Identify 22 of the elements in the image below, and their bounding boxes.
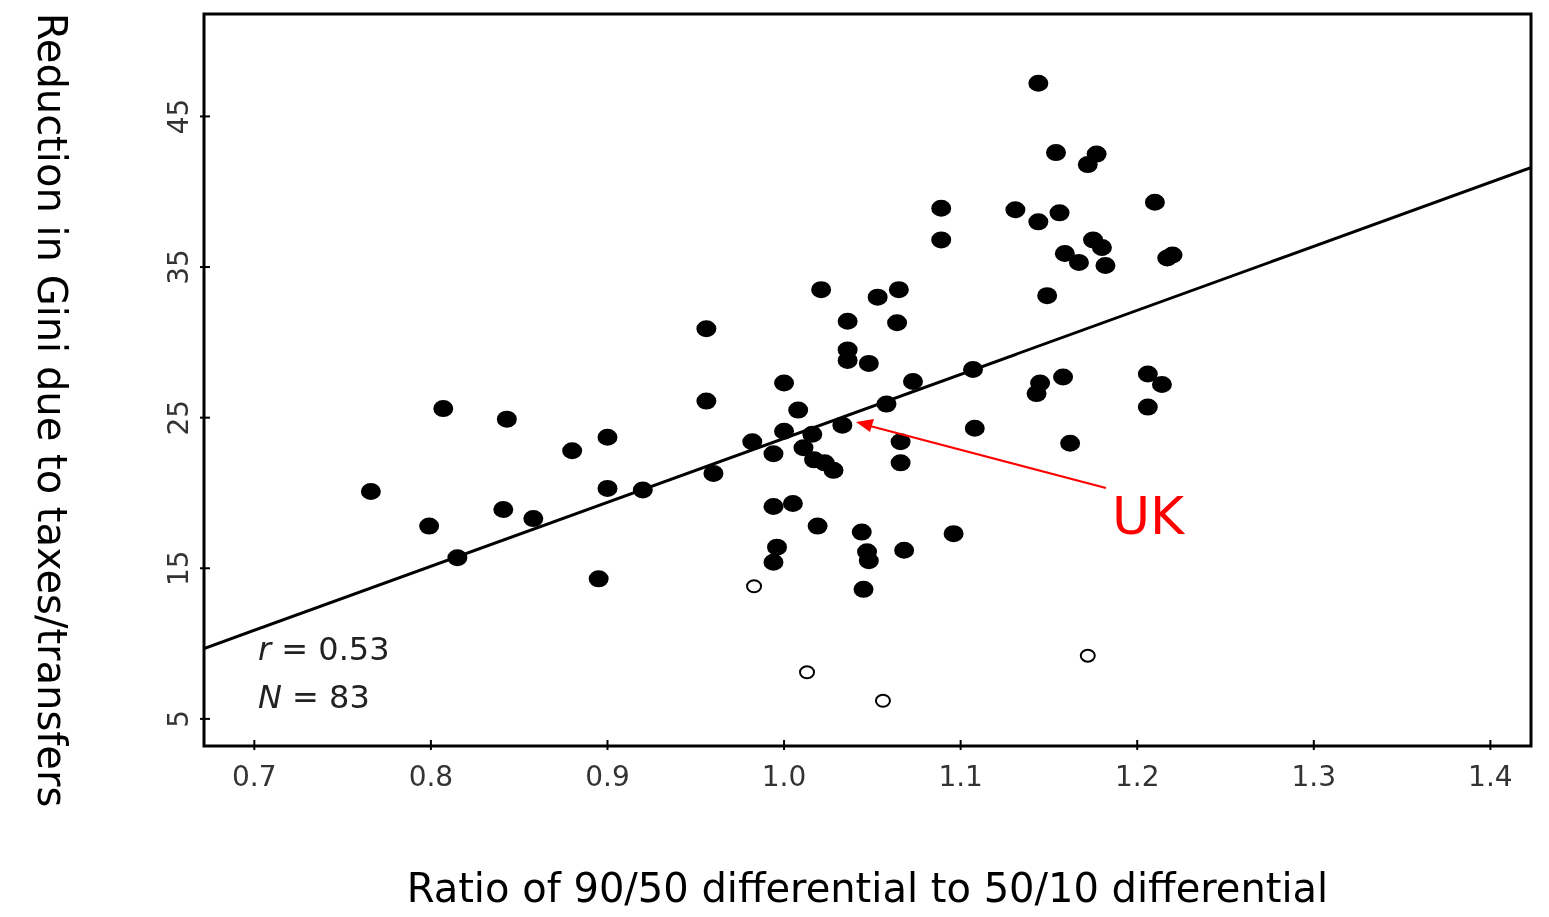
- y-tick-label: 25: [162, 399, 195, 436]
- x-tick-label: 1.2: [1114, 760, 1160, 793]
- x-tick-label: 1.0: [761, 760, 807, 793]
- point: [1079, 648, 1096, 663]
- point: [799, 665, 816, 680]
- x-tick-label: 1.1: [938, 760, 983, 793]
- x-tick-label: 0.9: [585, 760, 630, 793]
- x-tick-label: 0.7: [232, 760, 277, 793]
- x-tick-label: 0.8: [408, 760, 454, 793]
- y-tick-label: 45: [162, 98, 195, 135]
- y-tick-label: 15: [162, 550, 195, 587]
- annotation: r = 0.53: [258, 630, 390, 668]
- annotation: N = 83: [258, 678, 370, 716]
- annotation: UK: [1112, 486, 1187, 546]
- point: [746, 579, 763, 594]
- point: [874, 693, 891, 708]
- y-axis-title: Reduction in Gini due to taxes/transfers: [29, 12, 75, 808]
- x-tick-label: 1.4: [1468, 760, 1513, 793]
- x-tick-label: 1.3: [1291, 760, 1337, 793]
- y-tick-label: 5: [162, 709, 195, 728]
- y-tick-label: 35: [162, 249, 195, 285]
- x-axis-title: Ratio of 90/50 differential to 50/10 differential: [406, 865, 1329, 911]
